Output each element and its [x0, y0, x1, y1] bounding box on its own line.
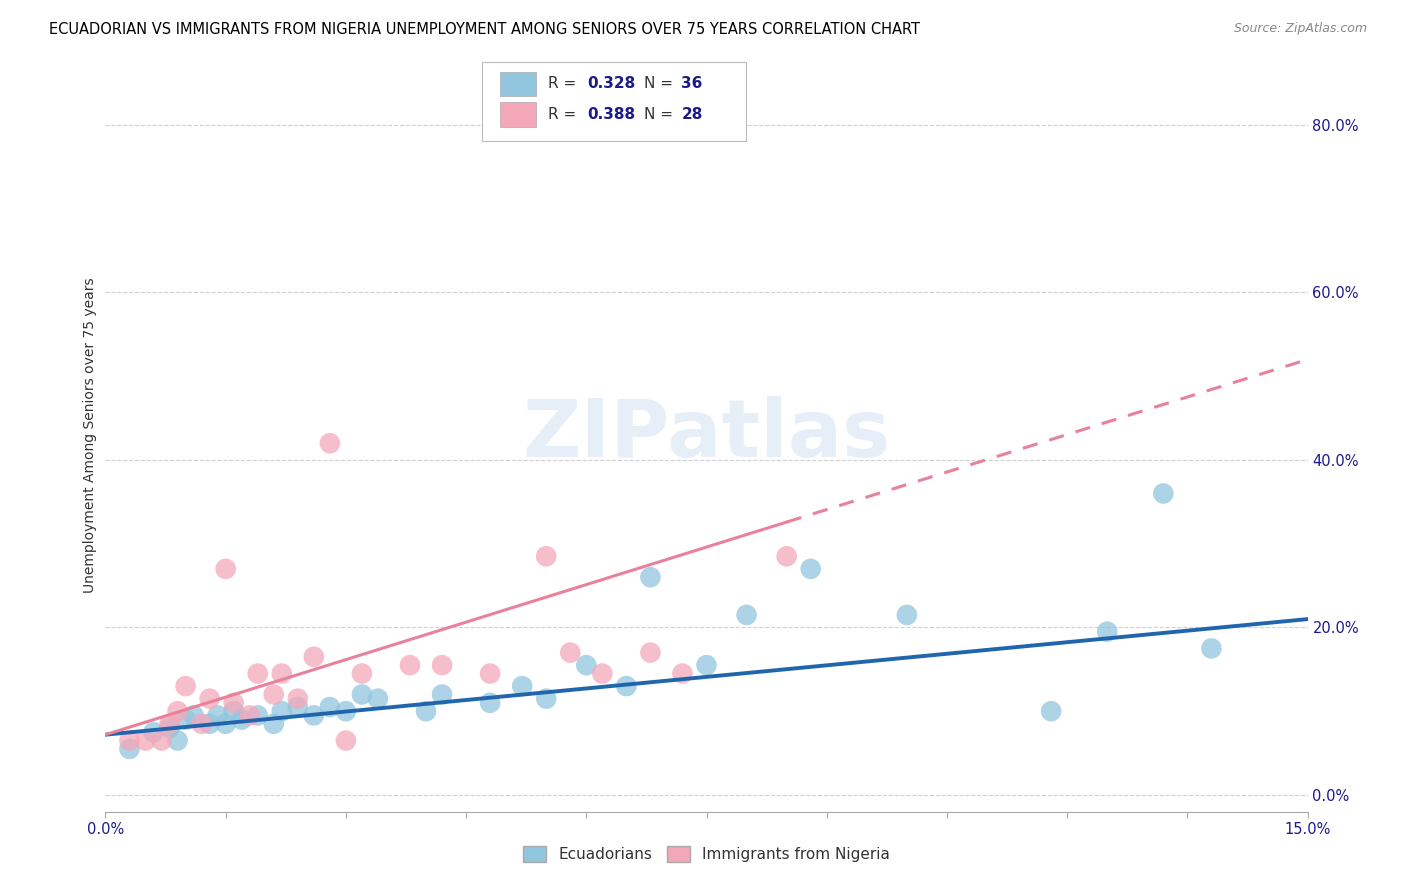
Point [190, 716, 212, 731]
Point [640, 646, 662, 660]
Text: R =: R = [548, 77, 581, 92]
Point [534, 549, 557, 564]
Point [319, 700, 342, 714]
Point [350, 666, 373, 681]
Point [287, 691, 309, 706]
Point [335, 733, 357, 747]
Point [350, 688, 373, 702]
Point [430, 658, 453, 673]
Point [174, 713, 197, 727]
Point [319, 436, 342, 450]
Point [776, 549, 799, 564]
Point [270, 704, 292, 718]
Point [150, 733, 173, 747]
Point [735, 607, 758, 622]
Point [166, 704, 188, 718]
Point [198, 716, 221, 731]
Point [430, 688, 453, 702]
Text: 0.388: 0.388 [588, 107, 636, 122]
Y-axis label: Unemployment Among Seniors over 75 years: Unemployment Among Seniors over 75 years [83, 277, 97, 592]
Point [1201, 641, 1223, 656]
Text: ZIPatlas: ZIPatlas [523, 396, 890, 474]
Point [302, 708, 325, 723]
Point [302, 649, 325, 664]
Point [239, 708, 262, 723]
Point [118, 742, 141, 756]
Text: N =: N = [644, 77, 678, 92]
Point [214, 562, 236, 576]
Point [1097, 624, 1119, 639]
Point [231, 713, 253, 727]
Point [800, 562, 823, 576]
Text: N =: N = [644, 107, 678, 122]
Legend: Ecuadorians, Immigrants from Nigeria: Ecuadorians, Immigrants from Nigeria [517, 840, 896, 868]
Point [1152, 486, 1174, 500]
Point [671, 666, 693, 681]
Point [575, 658, 598, 673]
Point [135, 733, 157, 747]
Point [246, 708, 269, 723]
Point [367, 691, 389, 706]
Text: ECUADORIAN VS IMMIGRANTS FROM NIGERIA UNEMPLOYMENT AMONG SENIORS OVER 75 YEARS C: ECUADORIAN VS IMMIGRANTS FROM NIGERIA UN… [49, 22, 920, 37]
Point [198, 691, 221, 706]
Point [696, 658, 718, 673]
Point [263, 716, 285, 731]
Point [399, 658, 422, 673]
FancyBboxPatch shape [482, 62, 747, 141]
Text: Source: ZipAtlas.com: Source: ZipAtlas.com [1233, 22, 1367, 36]
Point [640, 570, 662, 584]
Point [183, 708, 205, 723]
Point [166, 733, 188, 747]
Point [510, 679, 533, 693]
Point [214, 716, 236, 731]
Point [534, 691, 557, 706]
Point [222, 704, 245, 718]
Point [896, 607, 918, 622]
Point [591, 666, 613, 681]
Point [159, 721, 181, 735]
Text: 0.328: 0.328 [588, 77, 636, 92]
Point [222, 696, 245, 710]
Point [287, 700, 309, 714]
Point [616, 679, 638, 693]
Point [159, 716, 181, 731]
Point [263, 688, 285, 702]
Point [479, 696, 502, 710]
Point [335, 704, 357, 718]
Point [118, 733, 141, 747]
Point [207, 708, 229, 723]
Text: 28: 28 [682, 107, 703, 122]
Point [270, 666, 292, 681]
FancyBboxPatch shape [499, 71, 536, 96]
Point [1040, 704, 1063, 718]
FancyBboxPatch shape [499, 103, 536, 128]
Point [142, 725, 165, 739]
Point [479, 666, 502, 681]
Point [174, 679, 197, 693]
Point [415, 704, 437, 718]
Point [246, 666, 269, 681]
Text: 36: 36 [682, 77, 703, 92]
Point [560, 646, 582, 660]
Text: R =: R = [548, 107, 581, 122]
